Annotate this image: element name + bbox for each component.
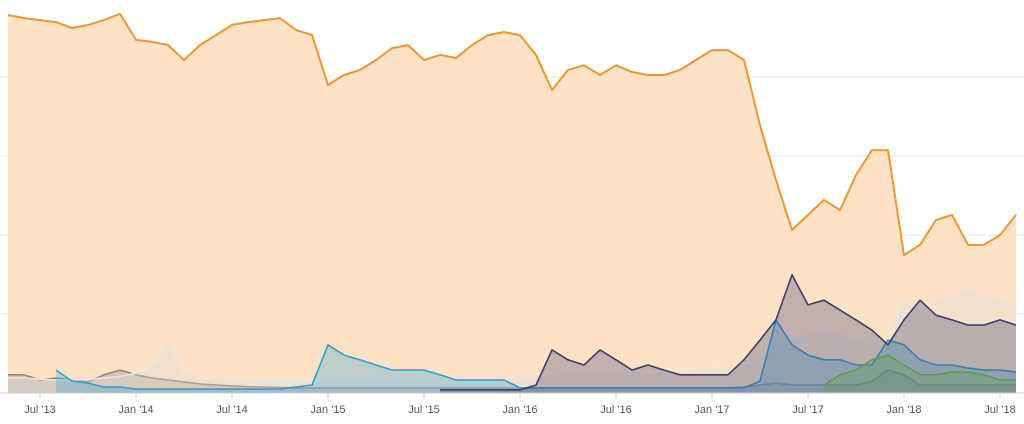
series-line	[7, 12, 1017, 257]
x-tick-label: Jul '17	[792, 404, 823, 416]
x-tick-label: Jul '18	[984, 404, 1015, 416]
x-tick-label: Jul '16	[600, 404, 631, 416]
series-line	[8, 289, 1017, 382]
x-tick-label: Jul '15	[408, 404, 439, 416]
x-tick-label: Jan '14	[118, 404, 153, 416]
series-line	[8, 369, 1016, 389]
series-area	[8, 13, 1016, 394]
x-tick-label: Jan '18	[886, 404, 921, 416]
x-tick-label: Jan '17	[694, 404, 729, 416]
x-tick-label: Jul '13	[24, 404, 55, 416]
x-tick-label: Jan '15	[310, 404, 345, 416]
x-tick-label: Jan '16	[502, 404, 537, 416]
series-line	[55, 319, 1017, 390]
series-area	[56, 319, 1016, 393]
series-area	[824, 355, 1016, 393]
series-area	[440, 274, 1016, 393]
series-line	[823, 354, 1016, 386]
x-tick-label: Jul '14	[216, 404, 247, 416]
series-line	[440, 274, 1017, 391]
